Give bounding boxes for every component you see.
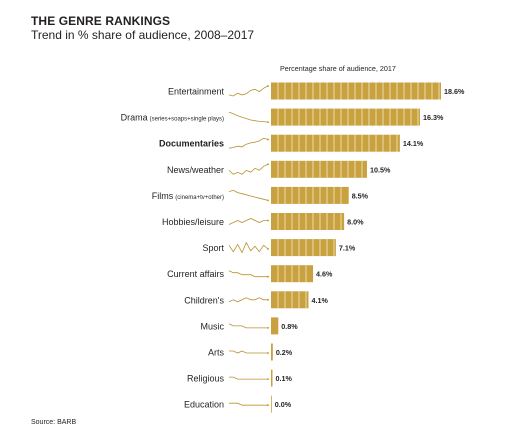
trend-sparkline (228, 111, 269, 123)
trend-sparkline (228, 270, 268, 278)
bar (271, 213, 345, 230)
genre-row: Education 0.0% (184, 395, 292, 413)
genre-row: Music 0.8% (200, 317, 298, 335)
genre-label: Children's (184, 295, 224, 305)
bar (271, 82, 441, 100)
trend-endpoint (267, 163, 269, 166)
trend-endpoint (267, 138, 269, 141)
genre-label-note: (cinema+tv+other) (175, 195, 224, 201)
genre-label: Arts (208, 348, 225, 358)
genre-label-name: Children's (184, 295, 224, 305)
trend-endpoint (267, 327, 269, 329)
bar-value-label: 18.6% (444, 87, 465, 96)
chart-title: THE GENRE RANKINGS (31, 14, 171, 28)
bar (271, 291, 309, 309)
genre-label: Entertainment (168, 87, 225, 97)
genre-label-name: Education (184, 400, 224, 410)
genre-label: Education (184, 400, 224, 410)
genre-label-name: Current affairs (167, 269, 224, 279)
bar (271, 239, 336, 257)
trend-sparkline (229, 376, 268, 380)
genre-row: Children's 4.1% (184, 291, 328, 309)
bar (271, 186, 349, 204)
genre-label: Hobbies/leisure (162, 217, 224, 227)
genre-label-name: Sport (202, 243, 224, 253)
genre-row: Documentaries 14.1% (159, 134, 424, 152)
bar-value-label: 0.0% (275, 400, 292, 409)
trend-sparkline (228, 85, 269, 97)
trend-endpoint (267, 275, 269, 278)
bar (271, 108, 420, 126)
trend-endpoint (267, 199, 269, 202)
genre-label: Current affairs (167, 269, 224, 279)
trend-endpoint (267, 219, 269, 222)
genre-label-name: News/weather (167, 165, 224, 175)
trend-sparkline (228, 137, 269, 149)
bar-value-label: 8.5% (352, 191, 369, 200)
bar-value-label: 8.0% (347, 218, 364, 227)
bar-value-label: 16.3% (423, 113, 444, 122)
genre-row: Current affairs 4.6% (167, 265, 333, 283)
bar-value-label: 0.8% (281, 322, 298, 331)
bar-value-label: 4.1% (311, 296, 328, 305)
bar-value-label: 10.5% (370, 165, 391, 174)
bar-value-label: 14.1% (403, 139, 424, 148)
genre-label: Sport (202, 243, 224, 253)
trend-endpoint (267, 248, 269, 250)
genre-label-note: (series+soaps+single plays) (150, 117, 224, 123)
genre-label-name: Films (152, 191, 174, 201)
trend-sparkline (228, 189, 269, 201)
trend-endpoint (267, 298, 269, 301)
chart-subtitle: Trend in % share of audience, 2008–2017 (31, 28, 255, 42)
genre-row: Films (cinema+tv+other) 8.5% (152, 186, 369, 204)
trend-endpoint (267, 378, 269, 380)
genre-label: Documentaries (159, 139, 224, 149)
bar-value-label: 0.1% (276, 374, 293, 383)
trend-sparkline (228, 241, 269, 254)
bar (271, 369, 273, 387)
genre-row: Hobbies/leisure 8.0% (162, 213, 364, 230)
bar-value-label: 0.2% (276, 348, 293, 357)
genre-label-name: Hobbies/leisure (162, 217, 224, 227)
trend-sparkline (228, 218, 268, 225)
bar (271, 134, 400, 152)
source-note: Source: BARB (31, 419, 77, 426)
genre-label: Drama (series+soaps+single plays) (121, 113, 224, 123)
genre-label: Religious (187, 374, 225, 384)
trend-endpoint (267, 121, 269, 123)
genre-row: Entertainment 18.6% (168, 82, 465, 100)
bar (271, 160, 367, 178)
trend-sparkline (229, 402, 268, 406)
trend-sparkline (228, 163, 269, 175)
bar (271, 343, 273, 361)
trend-sparkline (228, 297, 268, 303)
genre-row: Arts 0.2% (208, 343, 293, 361)
bar (271, 317, 279, 335)
trend-endpoint (267, 404, 269, 407)
genre-label-name: Music (200, 321, 224, 331)
bar-value-label: 4.6% (316, 270, 333, 279)
bar (271, 395, 272, 413)
trend-sparkline (228, 323, 268, 329)
trend-sparkline (229, 350, 268, 354)
genre-row: News/weather 10.5% (167, 160, 391, 178)
genre-label: Music (200, 321, 224, 331)
genre-label: News/weather (167, 165, 224, 175)
genre-label-name: Arts (208, 348, 225, 358)
genre-label-name: Drama (121, 113, 148, 123)
genre-label-name: Religious (187, 374, 225, 384)
genre-row: Sport 7.1% (202, 239, 356, 257)
genre-label-name: Entertainment (168, 87, 225, 97)
genre-label-name: Documentaries (159, 139, 224, 149)
bar-value-label: 7.1% (339, 244, 356, 253)
genre-label: Films (cinema+tv+other) (152, 191, 224, 201)
genre-row: Drama (series+soaps+single plays) 16.3% (121, 108, 444, 126)
trend-endpoint (267, 352, 269, 354)
trend-endpoint (267, 85, 269, 87)
bar-panel-heading: Percentage share of audience, 2017 (280, 64, 396, 73)
genre-row: Religious 0.1% (187, 369, 293, 387)
